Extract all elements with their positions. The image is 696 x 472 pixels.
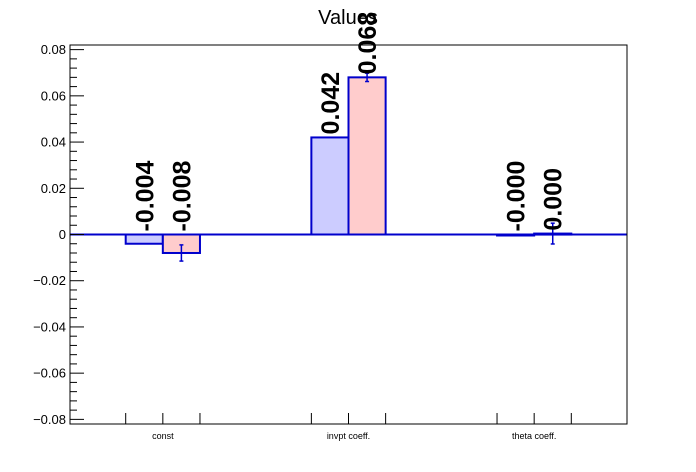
x-category-label: theta coeff.: [512, 431, 556, 441]
y-tick-label: −0.02: [33, 273, 66, 288]
y-axis: −0.08 −0.06 −0.04 −0.02 0 0.02 0.04 0.06 0.08: [33, 42, 84, 427]
bar-value-label: -0.000: [503, 161, 531, 232]
chart-title: Values: [318, 7, 378, 29]
x-axis: const invpt coeff. theta coeff.: [125, 413, 572, 441]
y-tick-label: −0.04: [33, 319, 66, 334]
value-labels-layer: -0.004 0.042 -0.000 -0.008 0.068 0.000: [131, 12, 567, 232]
bar-value-label: 0.068: [354, 12, 382, 75]
bar: [124, 233, 164, 245]
x-category-label: invpt coeff.: [327, 431, 370, 441]
bars-layer: [124, 76, 573, 254]
y-tick-label: 0.02: [41, 181, 66, 196]
bar: [310, 136, 350, 236]
bar-value-label: -0.008: [168, 161, 196, 232]
bar-value-label: -0.004: [131, 161, 159, 232]
y-tick-label: −0.06: [33, 366, 66, 381]
y-tick-label: 0: [59, 227, 66, 242]
y-tick-label: 0.08: [41, 42, 66, 57]
bar-value-label: 0.042: [317, 72, 345, 135]
bar: [347, 76, 387, 236]
bar-value-label: 0.000: [540, 168, 568, 231]
y-tick-label: −0.08: [33, 412, 66, 427]
y-tick-label: 0.04: [41, 135, 66, 150]
x-category-label: const: [152, 431, 174, 441]
y-tick-label: 0.06: [41, 88, 66, 103]
